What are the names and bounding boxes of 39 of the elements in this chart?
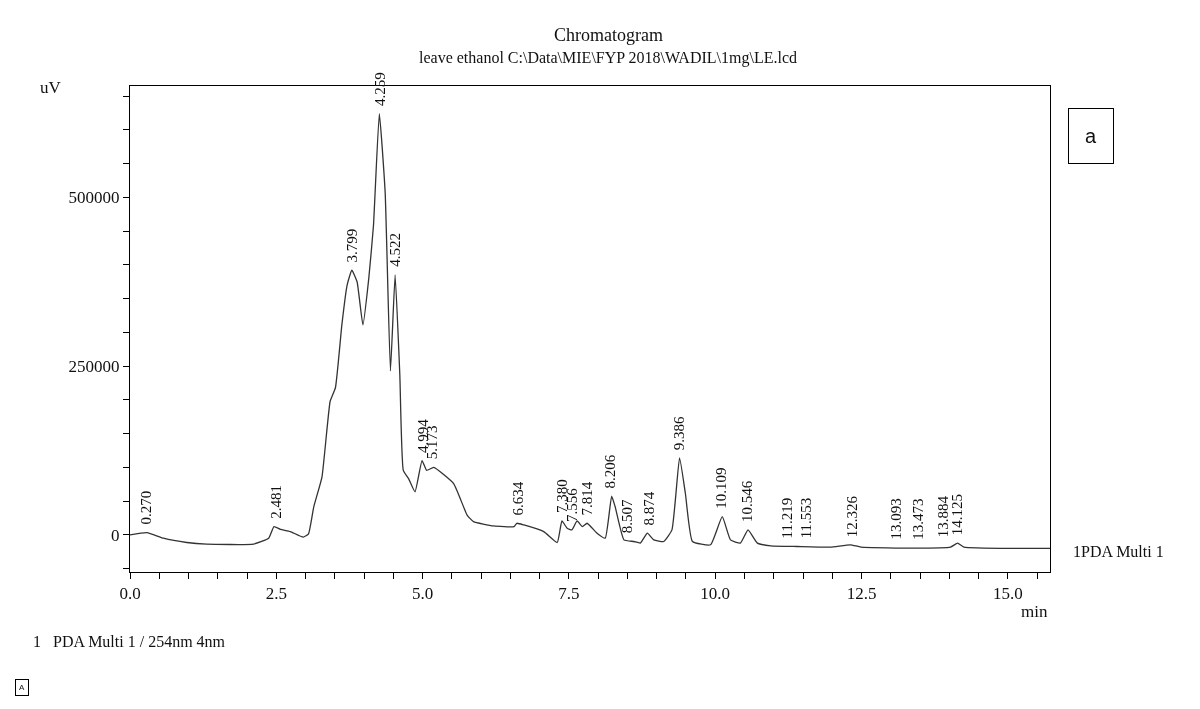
annotation: 8.206 [602, 454, 619, 489]
annotation: 12.326 [843, 495, 860, 538]
text: a [1085, 125, 1097, 147]
text: 1 PDA Multi 1 / 254nm 4nm [33, 633, 226, 650]
annotation: 11.219 [778, 497, 795, 539]
chart-title: Chromatogram [554, 25, 663, 45]
x-tick-label: 0.0 [119, 584, 141, 604]
annotation: 8.874 [641, 491, 658, 526]
annotation: 9.386 [671, 415, 688, 451]
annotation: 10.109 [713, 467, 730, 509]
text: A [19, 683, 25, 692]
x-tick-label: 15.0 [992, 584, 1023, 604]
x-axis-title: min [1021, 602, 1048, 621]
y-tick-label: 0 [111, 525, 120, 545]
annotation: 14.125 [949, 494, 966, 536]
annotation: 3.799 [344, 228, 361, 263]
text: 1PDA Multi 1 [1073, 543, 1164, 560]
x-tick-label: 12.5 [846, 584, 877, 604]
annotation: 13.093 [888, 498, 905, 540]
x-tick-label: 10.0 [700, 584, 731, 604]
annotation: 8.507 [619, 499, 636, 534]
x-tick-label: 7.5 [558, 584, 580, 604]
annotation: 6.634 [509, 481, 526, 516]
y-axis-title: uV [40, 78, 62, 97]
x-tick-label: 2.5 [265, 584, 287, 604]
annotation: 0.270 [138, 490, 155, 525]
annotation: 13.884 [934, 495, 951, 538]
annotation: 7.814 [579, 481, 596, 516]
y-tick-label: 500000 [68, 188, 120, 208]
x-tick-label: 5.0 [411, 584, 434, 604]
annotation: 10.546 [739, 480, 756, 523]
annotation: 4.259 [371, 72, 388, 106]
annotation: 13.473 [910, 498, 927, 540]
annotation: 4.522 [386, 232, 403, 267]
line-series [130, 113, 1050, 550]
y-tick-label: 250000 [68, 357, 120, 377]
annotation: 11.553 [797, 497, 814, 539]
annotation: 2.481 [267, 485, 284, 519]
chart-subtitle: leave ethanol C:\Data\MIE\FYP 2018\WADIL\1mg\LE.lcd [419, 49, 797, 67]
